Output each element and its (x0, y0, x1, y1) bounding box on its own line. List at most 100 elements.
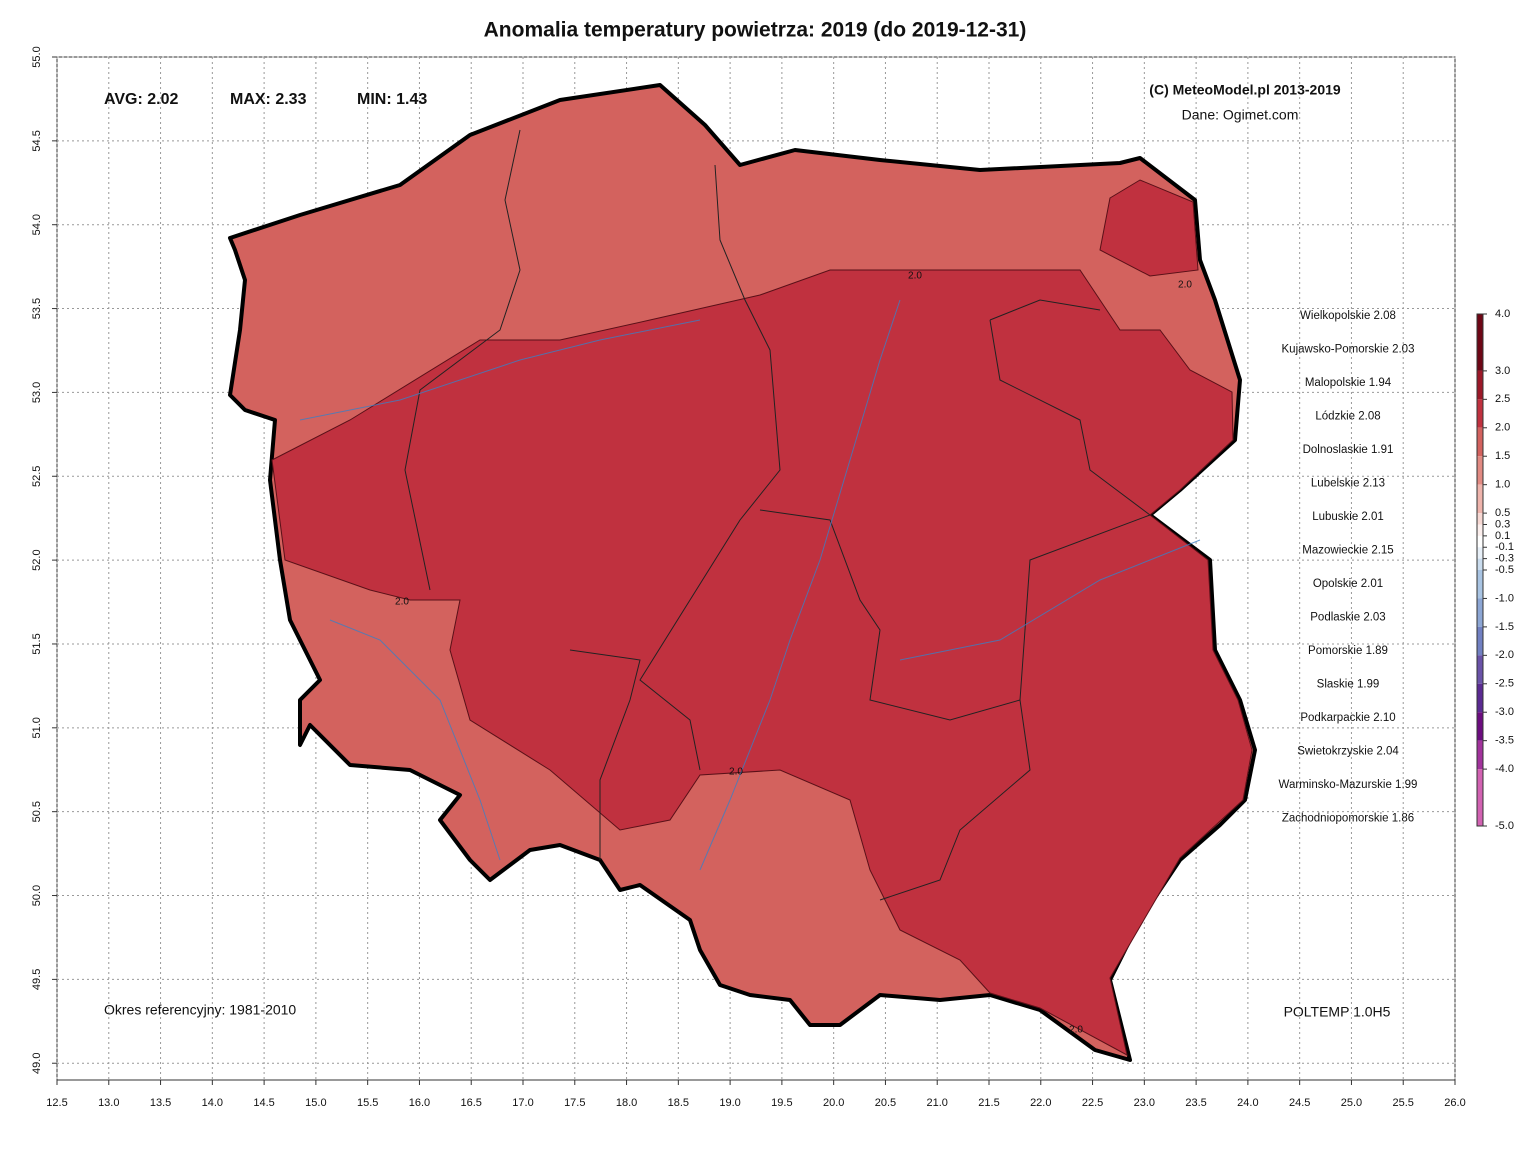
colorbar-frame (1476, 313, 1484, 827)
stat-min: MIN: 1.43 (357, 91, 427, 108)
region-label: Kujawsko-Pomorskie 2.03 (1282, 344, 1415, 356)
colorbar-segment (1477, 427, 1483, 457)
colorbar-segment (1477, 547, 1483, 559)
x-tick-label: 23.0 (1134, 1097, 1155, 1109)
x-tick-label: 14.0 (202, 1097, 223, 1109)
x-tick-label: 18.0 (616, 1097, 637, 1109)
colorbar-label: 2.5 (1495, 393, 1510, 405)
colorbar-label: -0.3 (1495, 553, 1514, 565)
colorbar-label: -1.5 (1495, 621, 1514, 633)
copyright: (C) MeteoModel.pl 2013-2019 (1149, 82, 1341, 98)
x-tick-label: 22.0 (1030, 1097, 1051, 1109)
y-tick-label: 53.5 (31, 298, 43, 319)
colorbar-segment (1477, 558, 1483, 570)
colorbar-label: 1.5 (1495, 450, 1510, 462)
model-name: POLTEMP 1.0H5 (1284, 1004, 1391, 1020)
x-tick-label: 19.5 (771, 1097, 792, 1109)
poland-dark-ne (1099, 179, 1199, 277)
y-tick-label: 52.5 (31, 466, 43, 487)
contour-label: 2.0 (908, 271, 922, 282)
colorbar-label: -1.0 (1495, 592, 1514, 604)
colorbar-segment (1477, 769, 1483, 826)
stat-avg: AVG: 2.02 (104, 91, 179, 108)
region-label: Opolskie 2.01 (1313, 578, 1383, 590)
colorbar-segment (1477, 712, 1483, 741)
x-tick-label: 24.0 (1237, 1097, 1258, 1109)
y-tick-label: 54.5 (31, 130, 43, 151)
x-tick-label: 21.5 (978, 1097, 999, 1109)
x-tick-label: 14.5 (253, 1097, 274, 1109)
x-tick-label: 16.5 (461, 1097, 482, 1109)
stat-max: MAX: 2.33 (230, 91, 307, 108)
rivers (299, 299, 1201, 871)
region-label: Pomorskie 1.89 (1308, 645, 1388, 657)
colorbar-segment (1477, 456, 1483, 485)
colorbar-label: 3.0 (1495, 365, 1510, 377)
region-label: Lódzkie 2.08 (1315, 411, 1380, 423)
region-label: Podkarpackie 2.10 (1300, 712, 1395, 724)
colorbar-label: 2.0 (1495, 422, 1510, 434)
colorbar-label: -3.5 (1495, 735, 1514, 747)
x-tick-label: 15.0 (305, 1097, 326, 1109)
y-tick-label: 51.5 (31, 633, 43, 654)
contour-label: 2.0 (729, 767, 743, 778)
region-label: Slaskie 1.99 (1317, 679, 1380, 691)
region-label: Lubelskie 2.13 (1311, 478, 1385, 490)
x-tick-label: 20.5 (875, 1097, 896, 1109)
x-tick-label: 13.0 (98, 1097, 119, 1109)
x-tick-label: 24.5 (1289, 1097, 1310, 1109)
x-tick-label: 17.5 (564, 1097, 585, 1109)
y-tick-label: 54.0 (31, 214, 43, 235)
region-label: Wielkopolskie 2.08 (1300, 310, 1396, 322)
y-tick-label: 53.0 (31, 382, 43, 403)
x-tick-label: 16.0 (409, 1097, 430, 1109)
colorbar-segment (1477, 535, 1483, 548)
colorbar-segment (1477, 484, 1483, 514)
colorbar-label: 4.0 (1495, 308, 1510, 320)
poland-dark (271, 269, 1253, 1056)
reference-period: Okres referencyjny: 1981-2010 (104, 1002, 296, 1018)
region-label: Lubuskie 2.01 (1312, 511, 1384, 523)
x-tick-label: 13.5 (150, 1097, 171, 1109)
colorbar-label: -0.1 (1495, 541, 1514, 553)
colorbar-label: 1.0 (1495, 479, 1510, 491)
y-tick-label: 52.0 (31, 549, 43, 570)
region-label: Podlaskie 2.03 (1310, 612, 1385, 624)
y-tick-label: 50.5 (31, 801, 43, 822)
colorbar-segment (1477, 370, 1483, 400)
x-tick-label: 15.5 (357, 1097, 378, 1109)
x-tick-label: 23.5 (1185, 1097, 1206, 1109)
colorbar-label: 0.5 (1495, 507, 1510, 519)
region-label: Zachodniopomorskie 1.86 (1282, 813, 1414, 825)
source: Dane: Ogimet.com (1182, 107, 1299, 123)
colorbar-label: 0.3 (1495, 518, 1510, 530)
colorbar-label: -3.0 (1495, 706, 1514, 718)
x-tick-label: 12.5 (46, 1097, 67, 1109)
colorbar-segment (1477, 740, 1483, 770)
x-tick-label: 25.0 (1341, 1097, 1362, 1109)
borders (404, 129, 1151, 901)
colorbar-segment (1477, 513, 1483, 525)
region-label: Mazowieckie 2.15 (1302, 545, 1393, 557)
x-tick-label: 19.0 (719, 1097, 740, 1109)
title: Anomalia temperatury powietrza: 2019 (do… (484, 19, 1027, 42)
colorbar-label: -5.0 (1495, 820, 1514, 832)
contour-label: 2.0 (1178, 280, 1192, 291)
x-tick-label: 22.5 (1082, 1097, 1103, 1109)
contour-label: 2.0 (1069, 1025, 1083, 1036)
colorbar-segment (1477, 655, 1483, 684)
colorbar-label: -0.5 (1495, 564, 1514, 576)
x-tick-label: 25.5 (1393, 1097, 1414, 1109)
y-tick-label: 49.5 (31, 969, 43, 990)
x-tick-label: 26.0 (1444, 1097, 1465, 1109)
colorbar-segment (1477, 570, 1483, 599)
region-label: Warminsko-Mazurskie 1.99 (1279, 779, 1418, 791)
x-tick-label: 21.0 (927, 1097, 948, 1109)
region-label: Malopolskie 1.94 (1305, 377, 1392, 389)
y-tick-label: 51.0 (31, 717, 43, 738)
x-tick-label: 20.0 (823, 1097, 844, 1109)
region-label: Dolnoslaskie 1.91 (1303, 444, 1394, 456)
y-tick-label: 55.0 (31, 46, 43, 67)
colorbar-segment (1477, 524, 1483, 536)
